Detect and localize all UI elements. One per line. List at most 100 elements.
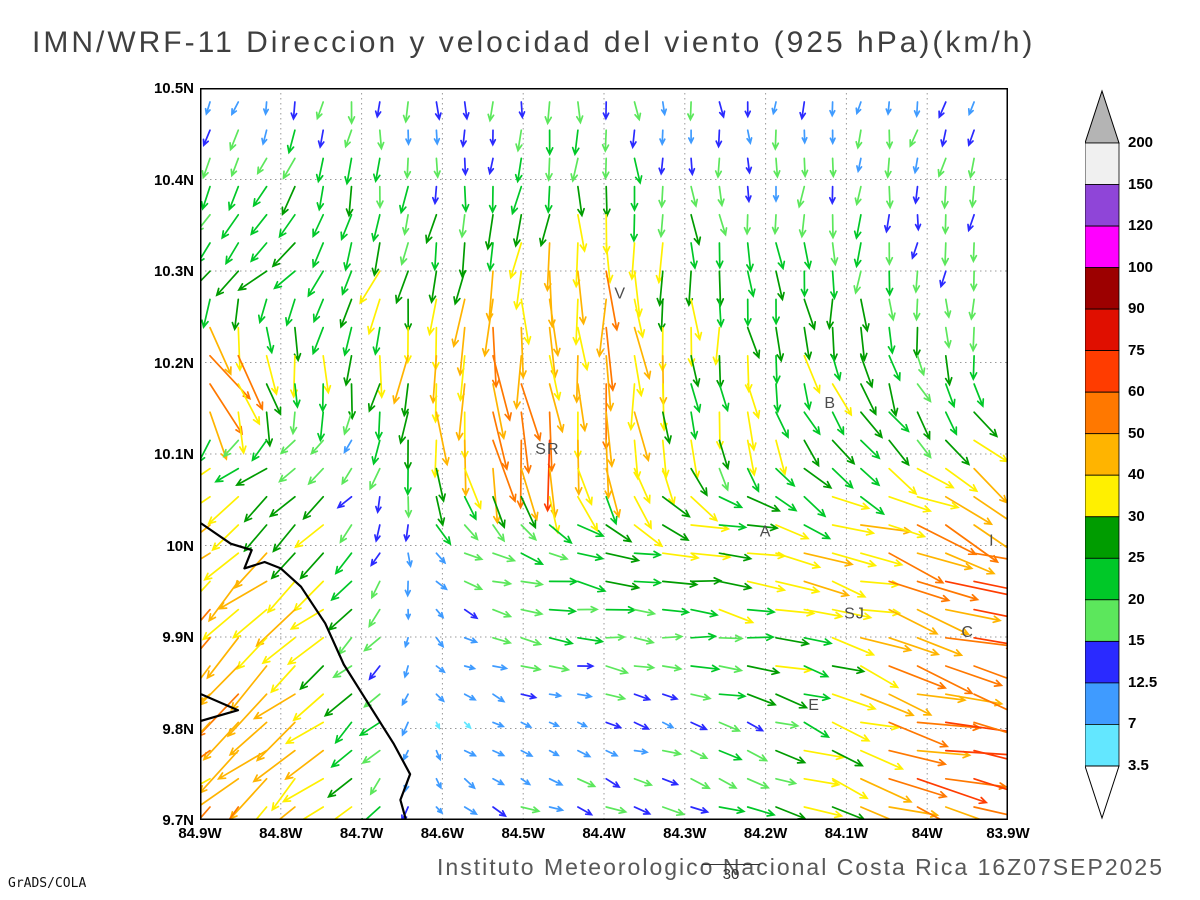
chart-title: IMN/WRF-11 Direccion y velocidad del vie… <box>32 26 1036 59</box>
wind-arrow <box>831 608 873 621</box>
wind-arrow <box>548 552 569 561</box>
wind-arrow <box>574 439 583 497</box>
wind-arrow <box>661 777 680 786</box>
colorbar-label: 90 <box>1128 300 1145 317</box>
wind-arrow <box>860 693 915 717</box>
wind-arrow <box>520 806 541 814</box>
wind-arrow <box>463 721 472 730</box>
wind-arrow <box>803 665 830 678</box>
wind-arrow <box>888 806 940 818</box>
wind-arrow <box>368 665 381 681</box>
wind-arrow <box>207 495 240 526</box>
wind-arrow <box>200 665 211 681</box>
wind-arrow <box>885 270 894 297</box>
wind-arrow <box>577 524 605 538</box>
wind-arrow <box>322 354 332 395</box>
wind-arrow <box>200 552 211 561</box>
wind-arrow <box>230 157 240 178</box>
wind-arrow <box>829 101 836 118</box>
wind-arrow <box>853 242 862 269</box>
wind-arrow <box>853 270 862 295</box>
wind-arrow <box>912 157 920 175</box>
wind-arrow <box>403 749 409 762</box>
wind-arrow <box>633 495 652 530</box>
wind-arrow <box>659 129 666 147</box>
wind-arrow <box>577 383 588 433</box>
wind-arrow <box>489 129 497 147</box>
wind-arrow <box>405 129 412 146</box>
wind-arrow <box>461 439 470 497</box>
wind-arrow <box>330 580 353 602</box>
wind-arrow <box>433 157 441 179</box>
wind-arrow <box>605 495 618 526</box>
wind-arrow <box>339 524 353 544</box>
wind-arrow <box>602 101 610 121</box>
wind-arrow <box>718 721 742 732</box>
wind-arrow <box>401 383 409 418</box>
wind-arrow <box>690 693 712 701</box>
wind-arrow <box>344 129 353 149</box>
wind-arrow <box>462 101 470 121</box>
reference-vector-line <box>702 864 760 865</box>
wind-arrow <box>334 721 353 745</box>
wind-arrow <box>515 129 523 153</box>
wind-arrow <box>803 806 844 819</box>
wind-arrow <box>278 467 296 483</box>
wind-arrow <box>200 580 211 594</box>
wind-arrow <box>200 636 211 652</box>
wind-arrow <box>312 213 325 238</box>
wind-arrow <box>342 326 353 357</box>
wind-arrow <box>217 580 268 610</box>
wind-arrow <box>250 213 268 236</box>
wind-arrow <box>363 636 381 652</box>
wind-arrow <box>826 298 834 331</box>
wind-arrow <box>633 354 645 398</box>
wind-arrow <box>746 580 787 593</box>
wind-arrow <box>657 298 666 333</box>
wind-arrow <box>200 524 211 535</box>
wind-arrow <box>377 354 386 399</box>
wind-arrow <box>633 157 643 185</box>
wind-arrow <box>463 467 482 510</box>
wind-arrow <box>252 693 296 720</box>
wind-arrow <box>799 101 807 121</box>
wind-arrow <box>944 495 994 526</box>
wind-arrow <box>803 411 821 436</box>
wind-arrow <box>508 242 523 280</box>
lat-tick-label: 10.3N <box>153 263 194 280</box>
wind-arrow <box>633 298 646 339</box>
wind-arrow <box>463 495 477 521</box>
lon-tick-label: 84.4W <box>582 825 626 842</box>
wind-arrow <box>200 495 211 505</box>
wind-arrow <box>372 326 381 356</box>
wind-arrow <box>912 185 920 205</box>
wind-arrow <box>860 806 894 820</box>
wind-arrow <box>460 129 467 149</box>
wind-arrow <box>209 383 244 436</box>
wind-arrow <box>803 552 854 567</box>
speed-colorbar <box>1085 89 1120 820</box>
wind-arrow <box>252 185 268 208</box>
wind-arrow <box>233 552 268 589</box>
wind-arrow <box>367 383 381 413</box>
wind-arrow <box>520 608 544 617</box>
wind-arrow <box>973 524 1008 550</box>
lat-tick-label: 10.1N <box>153 446 194 463</box>
station-label: B <box>824 395 836 412</box>
wind-arrow <box>369 777 381 796</box>
wind-arrow <box>661 552 700 561</box>
wind-arrow <box>492 693 506 703</box>
wind-arrow <box>368 608 381 628</box>
wind-arrow <box>435 467 446 503</box>
wind-arrow <box>405 608 412 621</box>
wind-arrow <box>803 608 844 620</box>
wind-arrow <box>746 777 770 789</box>
wind-arrow <box>831 749 864 767</box>
wind-arrow <box>299 552 325 580</box>
wind-arrow <box>458 213 467 239</box>
wind-arrow <box>284 749 325 781</box>
wind-arrow <box>775 721 800 729</box>
wind-arrow <box>316 185 325 212</box>
wind-arrow <box>605 665 630 675</box>
